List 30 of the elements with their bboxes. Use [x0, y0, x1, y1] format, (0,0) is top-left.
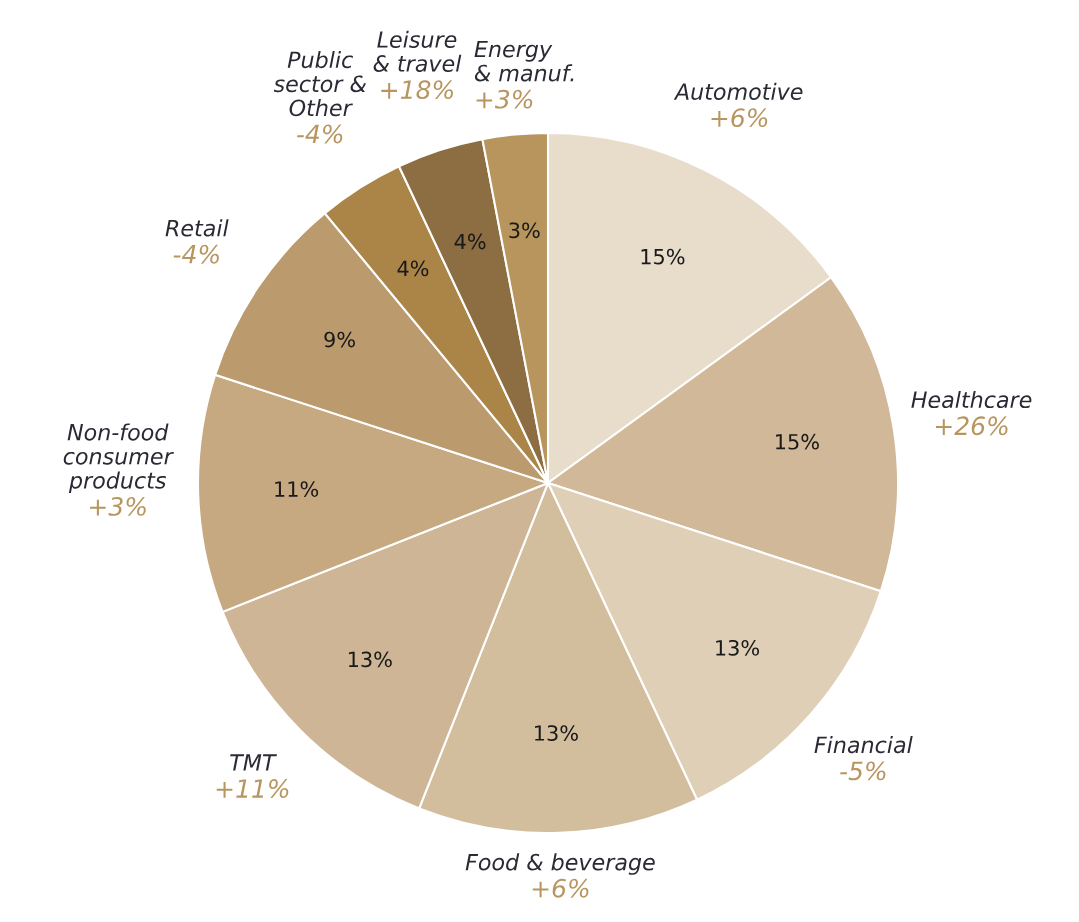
- data-label: 13%: [716, 639, 760, 656]
- data-label: 15%: [641, 248, 685, 265]
- slice-label: Non-food consumer products: [63, 423, 174, 494]
- text: -5%: [840, 761, 886, 781]
- slice-label: Food & beverage: [465, 853, 655, 875]
- text: +6%: [711, 108, 768, 128]
- slice-label: TMT: [230, 754, 277, 771]
- text: +3%: [476, 89, 533, 109]
- data-label: 11%: [275, 481, 319, 497]
- text: +11%: [216, 779, 289, 799]
- data-label: 13%: [348, 651, 392, 668]
- data-label: 3%: [509, 222, 540, 239]
- slice-label: Leisure & travel: [373, 30, 462, 72]
- data-label: 9%: [324, 331, 355, 348]
- text: +26%: [935, 416, 1008, 436]
- text: +3%: [90, 496, 146, 516]
- slice-label: Energy & manuf.: [474, 40, 574, 82]
- text: +18%: [381, 80, 453, 100]
- slice-label: Public sector & Other: [273, 50, 366, 117]
- data-label: 4%: [454, 233, 486, 250]
- text: -4%: [296, 124, 343, 144]
- data-label: 15%: [776, 433, 819, 450]
- data-label: 4%: [397, 260, 429, 277]
- slice-label: Retail: [165, 219, 229, 237]
- data-label: 13%: [535, 725, 578, 741]
- slice-label: Automotive: [673, 82, 803, 100]
- text: -4%: [173, 244, 219, 264]
- slice-label: Healthcare: [911, 390, 1032, 409]
- text: +6%: [532, 878, 589, 898]
- slice-label: Financial: [814, 735, 913, 754]
